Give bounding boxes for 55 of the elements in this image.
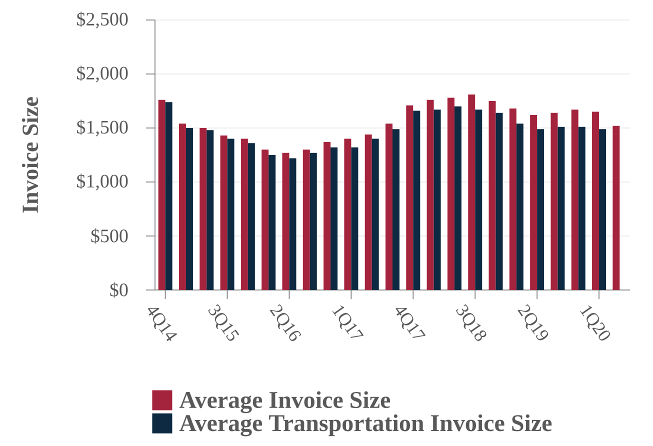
bar xyxy=(530,115,538,290)
bar xyxy=(364,134,372,290)
bar xyxy=(558,126,565,290)
bar xyxy=(262,150,269,290)
bar xyxy=(454,106,462,290)
y-tick-label: $1,500 xyxy=(77,120,128,136)
y-tick-label: $2,000 xyxy=(77,66,128,82)
bar xyxy=(496,112,503,290)
bar xyxy=(220,136,228,290)
bar xyxy=(571,110,578,290)
y-tick-label: $500 xyxy=(91,228,128,244)
bar xyxy=(206,130,214,290)
bar xyxy=(186,128,193,290)
bar xyxy=(200,128,207,290)
bar xyxy=(537,129,544,290)
bar xyxy=(509,108,516,290)
bar xyxy=(165,102,172,290)
bar xyxy=(386,124,392,290)
bar xyxy=(289,158,296,290)
bar xyxy=(302,150,310,290)
bar xyxy=(468,94,476,290)
y-axis-title: Invoice Size xyxy=(22,97,38,213)
bar xyxy=(406,105,414,290)
bar xyxy=(227,138,234,290)
bar xyxy=(516,124,524,290)
y-tick-label: $1,000 xyxy=(77,174,128,190)
bar xyxy=(158,100,166,290)
bar xyxy=(426,100,434,290)
bar xyxy=(592,112,600,290)
bar xyxy=(434,110,441,290)
bar xyxy=(488,100,496,290)
bar xyxy=(268,154,276,290)
bar xyxy=(324,142,331,290)
bar xyxy=(392,129,400,290)
bar xyxy=(240,138,248,290)
bar xyxy=(372,138,379,290)
bar xyxy=(310,152,317,290)
y-tick-label: $0 xyxy=(110,282,128,298)
bar xyxy=(413,110,420,290)
bar xyxy=(599,129,606,290)
bar xyxy=(447,98,454,290)
bar xyxy=(330,147,338,290)
x-tick-label: 4Q17 xyxy=(396,308,426,338)
bar xyxy=(550,112,558,290)
bar xyxy=(178,124,186,290)
legend-label: Average Invoice Size xyxy=(179,391,390,414)
bar xyxy=(282,152,290,290)
bar xyxy=(351,147,358,290)
bar xyxy=(248,143,255,290)
bar xyxy=(578,126,586,290)
bar xyxy=(612,126,620,290)
legend-label: Average Transportation Invoice Size xyxy=(179,414,552,436)
y-tick-label: $2,500 xyxy=(77,12,128,28)
bar xyxy=(475,110,482,290)
bar xyxy=(344,138,352,290)
